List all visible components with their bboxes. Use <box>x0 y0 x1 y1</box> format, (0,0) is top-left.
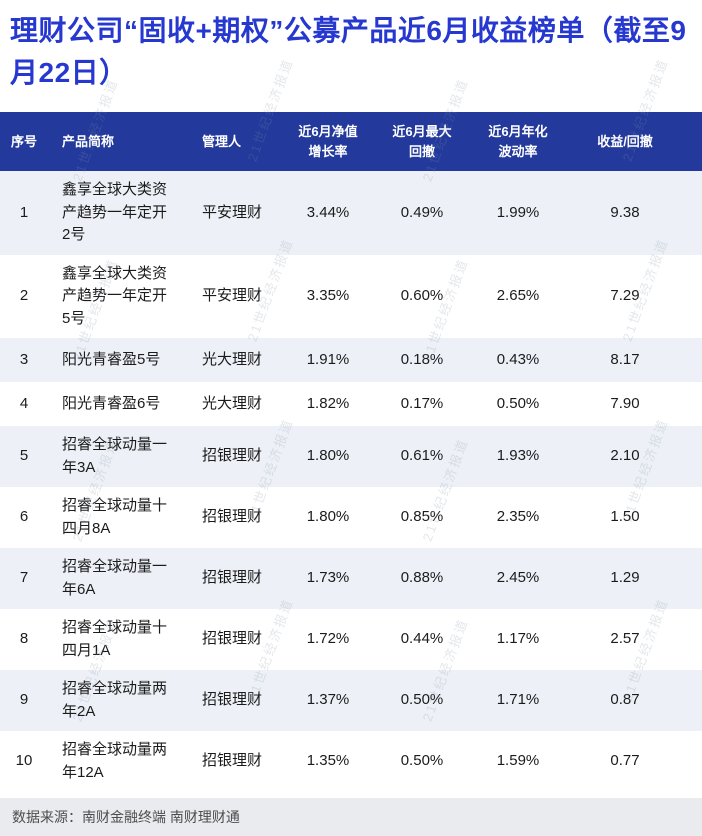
cell-volatility: 1.93% <box>496 447 540 465</box>
cell-manager: 招银理财 <box>202 691 263 709</box>
cell-ratio: 2.57 <box>610 630 640 648</box>
cell-drawdown: 0.60% <box>400 287 444 304</box>
cell-growth: 1.73% <box>306 569 350 587</box>
cell-rank: 10 <box>15 752 33 770</box>
cell-product: 招睿全球动量十四月1A <box>62 619 168 659</box>
cell-rank: 5 <box>19 447 29 465</box>
cell-volatility: 2.35% <box>496 508 540 526</box>
cell-volatility: 0.43% <box>496 350 540 368</box>
cell-growth: 1.72% <box>306 630 350 648</box>
cell-ratio: 2.10 <box>610 447 640 465</box>
table-row: 9 招睿全球动量两年2A 招银理财 1.37% 0.50% 1.71% 0.87 <box>0 670 702 731</box>
cell-rank: 2 <box>19 287 29 304</box>
cell-ratio: 0.87 <box>610 691 640 709</box>
cell-product: 招睿全球动量一年6A <box>62 558 168 598</box>
cell-volatility: 1.59% <box>496 752 540 770</box>
page-title: 理财公司“固收+期权”公募产品近6月收益榜单（截至9月22日） <box>10 15 687 88</box>
cell-rank: 3 <box>19 350 29 368</box>
cell-rank: 6 <box>19 508 29 526</box>
table-row: 2 鑫享全球大类资产趋势一年定开5号 平安理财 3.35% 0.60% 2.65… <box>0 255 702 339</box>
cell-growth: 1.35% <box>306 752 350 770</box>
cell-ratio: 7.29 <box>610 287 640 304</box>
cell-ratio: 8.17 <box>610 350 640 368</box>
cell-manager: 平安理财 <box>202 287 263 304</box>
cell-manager: 平安理财 <box>202 203 263 221</box>
cell-growth: 1.91% <box>306 350 350 368</box>
column-header-product: 产品简称 <box>48 112 188 171</box>
cell-drawdown: 0.49% <box>400 203 444 221</box>
cell-volatility: 1.17% <box>496 630 540 648</box>
cell-drawdown: 0.44% <box>400 630 444 648</box>
cell-growth: 1.82% <box>306 394 350 412</box>
cell-product: 阳光青睿盈6号 <box>62 394 161 412</box>
table-row: 3 阳光青睿盈5号 光大理财 1.91% 0.18% 0.43% 8.17 <box>0 338 702 382</box>
column-header-manager: 管理人 <box>188 112 280 171</box>
cell-ratio: 9.38 <box>610 203 640 221</box>
cell-volatility: 2.45% <box>496 569 540 587</box>
cell-rank: 1 <box>19 203 29 221</box>
cell-ratio: 7.90 <box>610 394 640 412</box>
cell-volatility: 0.50% <box>496 394 540 412</box>
cell-product: 招睿全球动量两年2A <box>62 680 168 720</box>
cell-drawdown: 0.85% <box>400 508 444 526</box>
column-header-ratio: 收益/回撤 <box>568 112 702 171</box>
cell-drawdown: 0.50% <box>400 691 444 709</box>
cell-product: 招睿全球动量十四月8A <box>62 497 168 537</box>
table-row: 10 招睿全球动量两年12A 招银理财 1.35% 0.50% 1.59% 0.… <box>0 731 702 792</box>
cell-volatility: 1.99% <box>496 203 540 221</box>
cell-volatility: 2.65% <box>496 287 540 304</box>
cell-growth: 3.44% <box>306 203 350 221</box>
cell-rank: 7 <box>19 569 29 587</box>
table-header-row: 序号 产品简称 管理人 近6月净值 增长率 近6月最大 回撤 近6月年化 波动率… <box>0 112 702 171</box>
cell-product: 鑫享全球大类资产趋势一年定开2号 <box>62 181 168 243</box>
cell-manager: 光大理财 <box>202 394 263 412</box>
cell-drawdown: 0.18% <box>400 350 444 368</box>
cell-manager: 招银理财 <box>202 569 263 587</box>
cell-growth: 1.37% <box>306 691 350 709</box>
cell-ratio: 1.29 <box>610 569 640 587</box>
cell-rank: 4 <box>19 394 29 412</box>
cell-ratio: 0.77 <box>610 752 640 770</box>
table-row: 1 鑫享全球大类资产趋势一年定开2号 平安理财 3.44% 0.49% 1.99… <box>0 171 702 255</box>
table-row: 7 招睿全球动量一年6A 招银理财 1.73% 0.88% 2.45% 1.29 <box>0 548 702 609</box>
cell-rank: 9 <box>19 691 29 709</box>
table-row: 4 阳光青睿盈6号 光大理财 1.82% 0.17% 0.50% 7.90 <box>0 382 702 426</box>
cell-manager: 招银理财 <box>202 752 263 770</box>
cell-manager: 光大理财 <box>202 350 263 368</box>
cell-manager: 招银理财 <box>202 630 263 648</box>
ranking-table: 序号 产品简称 管理人 近6月净值 增长率 近6月最大 回撤 近6月年化 波动率… <box>0 112 702 792</box>
cell-volatility: 1.71% <box>496 691 540 709</box>
cell-manager: 招银理财 <box>202 508 263 526</box>
data-source-note: 数据来源：南财金融终端 南财理财通 <box>0 798 702 836</box>
cell-rank: 8 <box>19 630 29 648</box>
cell-product: 阳光青睿盈5号 <box>62 350 161 368</box>
column-header-drawdown: 近6月最大 回撤 <box>376 112 468 171</box>
cell-product: 招睿全球动量两年12A <box>62 741 168 781</box>
cell-drawdown: 0.88% <box>400 569 444 587</box>
cell-product: 招睿全球动量一年3A <box>62 436 168 476</box>
cell-ratio: 1.50 <box>610 508 640 526</box>
cell-growth: 1.80% <box>306 508 350 526</box>
column-header-rank: 序号 <box>0 112 48 171</box>
cell-drawdown: 0.17% <box>400 394 444 412</box>
table-row: 6 招睿全球动量十四月8A 招银理财 1.80% 0.85% 2.35% 1.5… <box>0 487 702 548</box>
cell-manager: 招银理财 <box>202 447 263 465</box>
cell-drawdown: 0.61% <box>400 447 444 465</box>
cell-growth: 1.80% <box>306 447 350 465</box>
column-header-volatility: 近6月年化 波动率 <box>468 112 568 171</box>
column-header-growth: 近6月净值 增长率 <box>280 112 376 171</box>
table-row: 5 招睿全球动量一年3A 招银理财 1.80% 0.61% 1.93% 2.10 <box>0 426 702 487</box>
cell-product: 鑫享全球大类资产趋势一年定开5号 <box>62 264 168 327</box>
cell-drawdown: 0.50% <box>400 752 444 770</box>
table-row: 8 招睿全球动量十四月1A 招银理财 1.72% 0.44% 1.17% 2.5… <box>0 609 702 670</box>
cell-growth: 3.35% <box>306 287 350 304</box>
